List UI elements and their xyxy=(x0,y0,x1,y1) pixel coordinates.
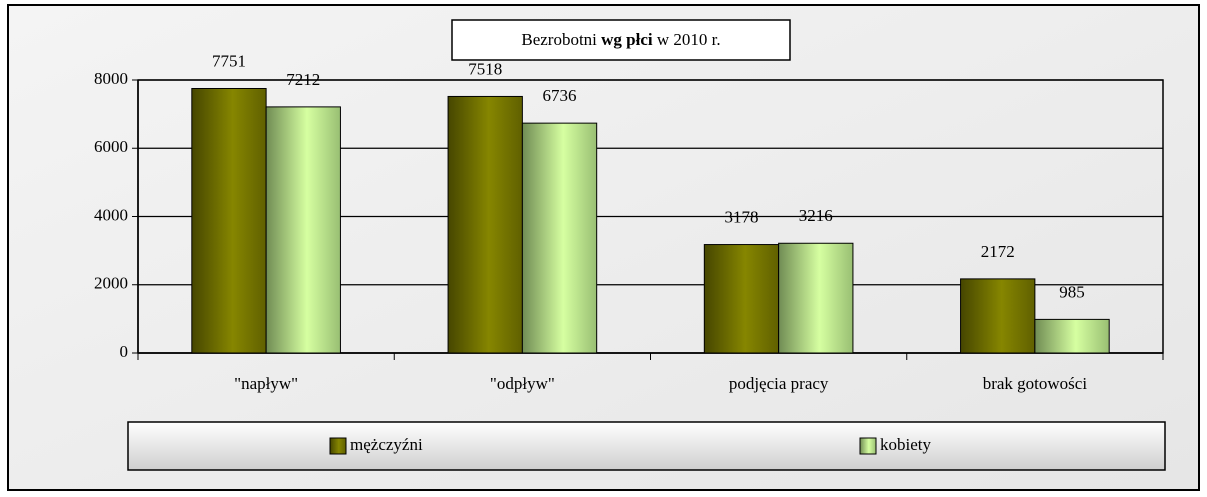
y-tick-label: 6000 xyxy=(94,137,128,156)
y-tick-label: 0 xyxy=(120,342,129,361)
bar xyxy=(778,242,854,354)
bar xyxy=(191,87,267,354)
value-label: 7518 xyxy=(468,59,502,78)
bar xyxy=(703,244,780,354)
title-part: wg płci xyxy=(601,30,653,49)
legend-swatch xyxy=(329,437,347,455)
x-tick-label: brak gotowości xyxy=(983,374,1088,393)
legend-box xyxy=(127,421,1166,471)
value-label: 3178 xyxy=(724,207,758,226)
value-label: 2172 xyxy=(981,242,1015,261)
frame xyxy=(7,4,1200,491)
bar xyxy=(1034,318,1110,354)
value-label: 7212 xyxy=(286,70,320,89)
y-tick-label: 4000 xyxy=(94,205,128,224)
y-tick-label: 2000 xyxy=(94,274,128,293)
title-part: Bezrobotni xyxy=(521,30,597,49)
title-part: w 2010 r. xyxy=(657,30,721,49)
bar xyxy=(265,106,341,354)
x-tick-label: podjęcia pracy xyxy=(729,374,829,393)
chart-title: Bezrobotni wg płci w 2010 r. xyxy=(521,30,720,49)
value-label: 7751 xyxy=(212,51,246,70)
y-tick-label: 8000 xyxy=(94,69,128,88)
value-label: 3216 xyxy=(799,206,833,225)
value-label: 985 xyxy=(1059,282,1085,301)
title-box xyxy=(451,19,791,61)
bar xyxy=(521,122,598,354)
x-tick-label: "napływ" xyxy=(234,374,298,393)
legend-label: mężczyźni xyxy=(350,435,423,454)
bar xyxy=(960,278,1036,354)
legend-label: kobiety xyxy=(880,435,931,454)
legend-swatch xyxy=(859,437,877,455)
value-label: 6736 xyxy=(543,86,577,105)
x-tick-label: "odpływ" xyxy=(490,374,555,393)
bar xyxy=(447,95,523,354)
